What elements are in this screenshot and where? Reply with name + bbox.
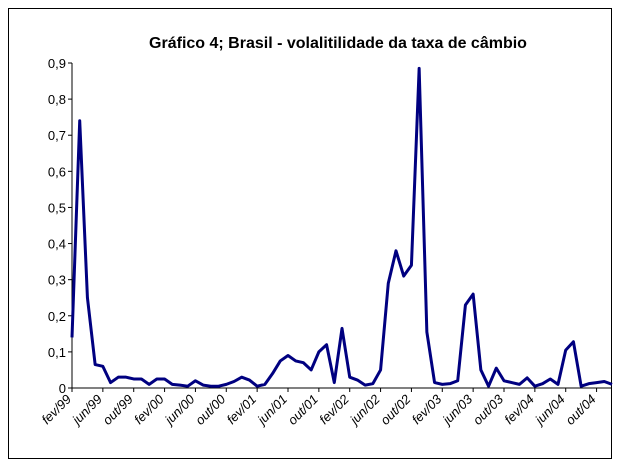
y-tick-label: 0,3 [48, 273, 66, 288]
y-tick-label: 0,4 [48, 237, 66, 252]
y-tick-label: 0,6 [48, 164, 66, 179]
chart-frame [8, 8, 612, 459]
y-tick-label: 0 [59, 381, 66, 396]
y-tick-label: 0,5 [48, 200, 66, 215]
line [70, 66, 613, 388]
y-tick-label: 0,1 [48, 345, 66, 360]
y-tick-label: 0,9 [48, 56, 66, 71]
y-tick-label: 0,2 [48, 309, 66, 324]
chart-title: Gráfico 4; Brasil - volalitilidade da ta… [149, 35, 527, 52]
y-tick-label: 0,7 [48, 128, 66, 143]
y-tick-label: 0,8 [48, 92, 66, 107]
